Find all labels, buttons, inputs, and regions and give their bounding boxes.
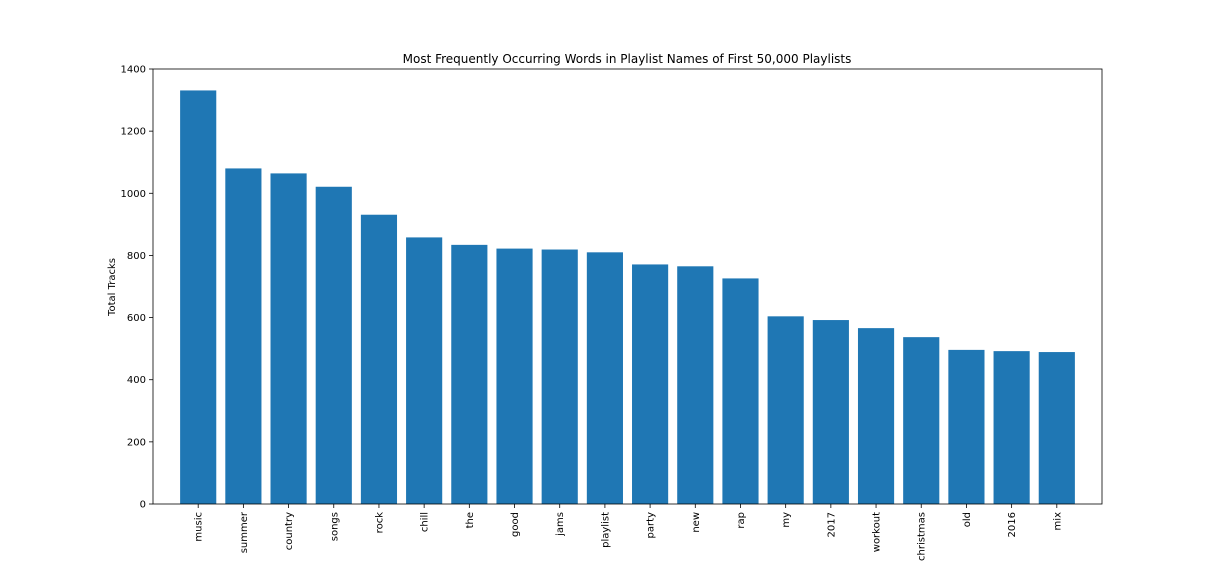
bar-summer	[225, 168, 262, 504]
bar-rock	[360, 214, 398, 504]
bar-party	[632, 264, 669, 504]
y-tick-label: 400	[127, 375, 146, 386]
x-tick-label-rap: rap	[736, 512, 747, 529]
x-tick-label-country: country	[284, 512, 295, 550]
x-tick-label-christmas: christmas	[917, 512, 928, 561]
x-tick-label-new: new	[691, 512, 702, 533]
x-tick-label-jams: jams	[555, 512, 566, 537]
bar-new	[677, 266, 714, 504]
bar-christmas	[903, 337, 940, 504]
bar-my	[767, 316, 804, 504]
bar-2017	[812, 320, 849, 504]
x-tick-label-rock: rock	[374, 512, 385, 534]
x-tick-label-chill: chill	[420, 512, 431, 532]
bar-rap	[722, 278, 759, 504]
x-tick-label-summer: summer	[239, 511, 250, 553]
bar-mix	[1038, 352, 1075, 504]
bar-good	[496, 248, 533, 504]
bar-2016	[993, 351, 1030, 504]
y-tick-label: 1400	[121, 65, 146, 76]
y-tick-label: 1000	[121, 189, 146, 200]
y-tick-label: 600	[127, 313, 146, 324]
x-axis-ticks: music summer country songs rock chill the good j…	[194, 504, 1063, 561]
bar-jams	[541, 249, 578, 504]
bar-country	[270, 173, 307, 504]
plot-area-frame	[152, 68, 1103, 505]
x-tick-label-2017: 2017	[826, 512, 837, 537]
x-tick-label-old: old	[962, 512, 973, 527]
y-axis-label: Total Tracks	[107, 258, 118, 317]
x-tick-label-workout: workout	[872, 512, 883, 552]
x-tick-label-my: my	[781, 512, 792, 528]
bar-music	[180, 90, 217, 505]
x-tick-label-party: party	[646, 512, 657, 539]
chart-title: Most Frequently Occurring Words in Playl…	[403, 52, 852, 66]
y-axis-ticks: 0 200 400 600 800 1000 1200 1400	[121, 65, 153, 511]
x-tick-label-2016: 2016	[1007, 512, 1018, 537]
bars-group	[180, 90, 1075, 505]
x-tick-label-songs: songs	[329, 512, 340, 541]
y-tick-label: 0	[140, 500, 146, 511]
x-tick-label-good: good	[510, 512, 521, 537]
bar-playlist	[586, 252, 623, 504]
x-tick-label-music: music	[194, 512, 205, 542]
y-tick-label: 200	[127, 437, 146, 448]
y-tick-label: 800	[127, 251, 146, 262]
bar-old	[948, 349, 985, 504]
y-tick-label: 1200	[121, 127, 146, 138]
bar-songs	[315, 186, 352, 504]
x-tick-label-the: the	[465, 512, 476, 528]
x-tick-label-playlist: playlist	[600, 512, 611, 548]
bar-the	[451, 244, 488, 504]
bar-chill	[406, 237, 443, 504]
bar-workout	[857, 328, 895, 504]
x-tick-label-mix: mix	[1052, 512, 1063, 531]
